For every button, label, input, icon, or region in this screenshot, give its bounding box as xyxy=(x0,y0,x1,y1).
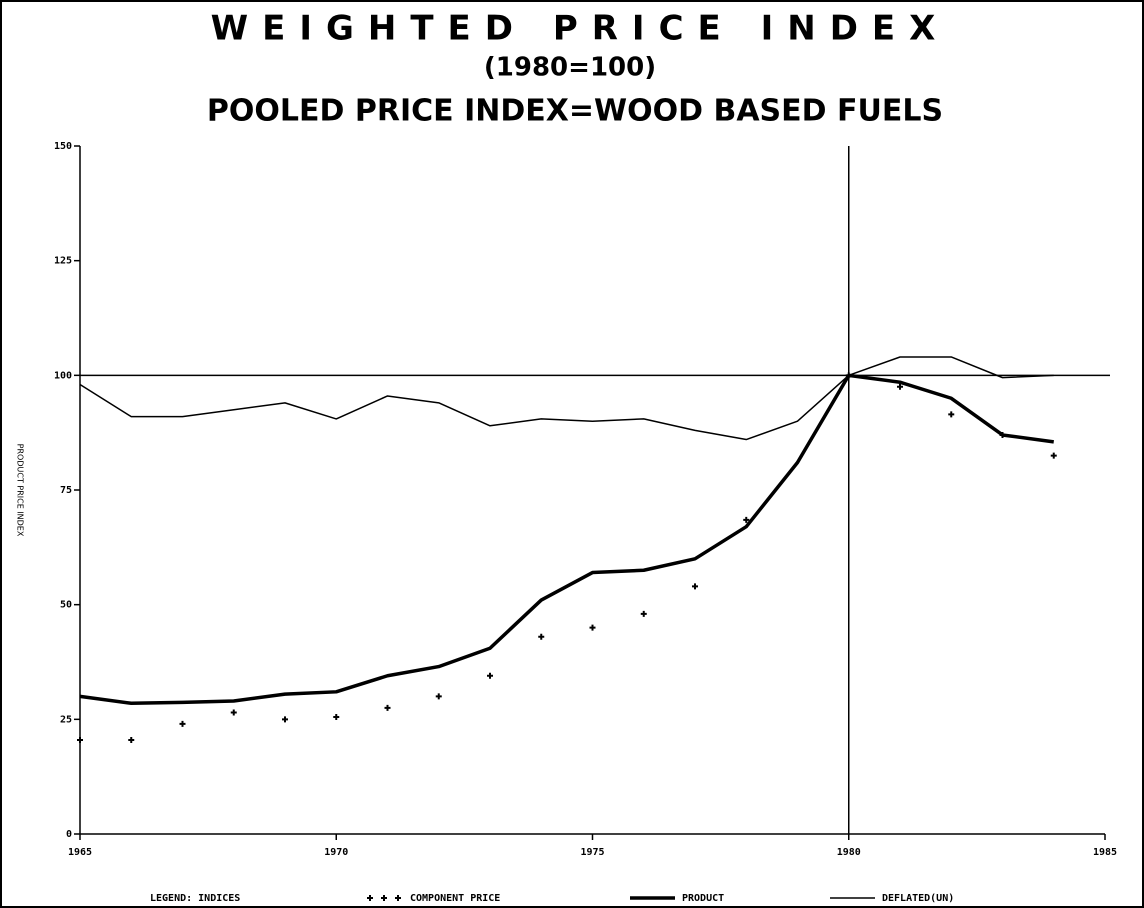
data-point xyxy=(897,383,903,390)
chart-title: WEIGHTED PRICE INDEX xyxy=(211,9,950,49)
data-point xyxy=(487,672,493,679)
data-point xyxy=(77,736,83,743)
chart-subtitle: (1980=100) xyxy=(484,53,656,83)
data-line xyxy=(79,373,1054,706)
legend-swatch xyxy=(367,895,373,901)
data-point xyxy=(128,736,135,743)
x-tick-label: 1980 xyxy=(837,847,861,858)
y-tick-label: 50 xyxy=(60,600,72,611)
x-tick-label: 1970 xyxy=(324,847,348,858)
legend-label: DEFLATED(UN) xyxy=(882,893,954,904)
data-point xyxy=(282,716,288,723)
x-tick-label: 1985 xyxy=(1093,847,1117,858)
legend-swatch xyxy=(395,895,401,901)
data-point xyxy=(692,583,698,590)
legend-label: COMPONENT PRICE xyxy=(410,893,500,904)
data-line xyxy=(79,356,1054,441)
x-tick-label: 1975 xyxy=(580,847,604,858)
x-tick-label: 1965 xyxy=(68,847,92,858)
y-axis-label: PRODUCT PRICE INDEX xyxy=(16,444,25,537)
data-point xyxy=(948,411,955,418)
legend-label: PRODUCT xyxy=(682,893,724,904)
data-point xyxy=(179,720,186,727)
y-tick-label: 150 xyxy=(54,141,72,152)
data-point xyxy=(333,714,340,721)
legend-swatch xyxy=(381,895,387,901)
y-tick-label: 25 xyxy=(60,714,72,725)
data-point xyxy=(384,704,391,711)
y-tick-label: 0 xyxy=(66,829,72,840)
chart-subtitle: POOLED PRICE INDEX=WOOD BASED FUELS xyxy=(207,94,943,129)
y-tick-label: 125 xyxy=(54,256,72,267)
data-point xyxy=(230,709,237,716)
y-tick-label: 75 xyxy=(60,485,72,496)
data-point xyxy=(640,610,647,617)
data-point xyxy=(589,624,596,631)
data-point xyxy=(743,516,750,523)
y-tick-label: 100 xyxy=(54,370,72,381)
data-point xyxy=(538,633,545,640)
data-point xyxy=(435,693,442,700)
data-point xyxy=(1050,452,1057,459)
legend-title: LEGEND: INDICES xyxy=(150,893,240,904)
